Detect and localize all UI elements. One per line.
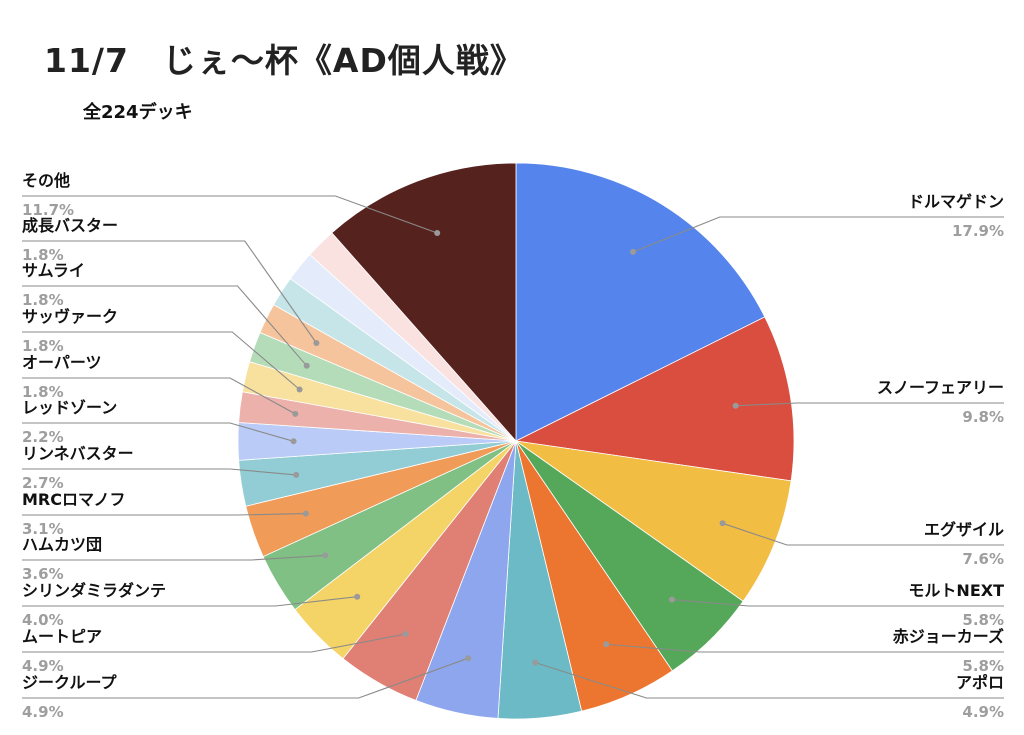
slice-label: シリンダミラダンテ <box>22 581 166 600</box>
leader-line <box>22 554 326 561</box>
slice-percent: 4.9% <box>22 703 64 721</box>
leader-dot <box>322 552 329 559</box>
slice-percent: 11.7% <box>22 201 74 219</box>
leader-line <box>671 599 1004 607</box>
slice-label: エグザイル <box>924 520 1004 539</box>
slice-label: サムライ <box>22 261 85 280</box>
slice-label: スノーフェアリー <box>877 378 1004 397</box>
leader-dot <box>302 510 309 517</box>
leader-dot <box>465 655 472 662</box>
leader-line <box>22 377 296 415</box>
slice-label: ドルマゲドン <box>908 192 1004 211</box>
leader-dot <box>402 631 409 637</box>
leader-line <box>22 633 406 653</box>
leader-line <box>22 195 438 234</box>
leader-dot <box>292 410 299 417</box>
leader-line <box>22 240 317 344</box>
leader-dot <box>303 362 310 369</box>
slice-percent: 17.9% <box>952 222 1004 240</box>
leader-line <box>22 596 358 607</box>
chart-subtitle: 全224デッキ <box>83 102 193 123</box>
slice-percent: 4.0% <box>22 611 64 629</box>
leader-line <box>22 513 306 516</box>
leader-dot <box>603 641 610 648</box>
slice-percent: 1.8% <box>22 291 64 309</box>
leader-line <box>632 216 1004 253</box>
pie-slice-2 <box>515 440 792 602</box>
leader-dot <box>630 248 636 255</box>
leader-dot <box>532 659 539 666</box>
slice-percent: 4.9% <box>962 703 1004 721</box>
slice-label: 赤ジョーカーズ <box>893 627 1004 646</box>
leader-dot <box>313 340 320 346</box>
leader-line <box>22 657 469 699</box>
leader-dot <box>732 402 739 409</box>
leader-line <box>722 522 1004 546</box>
leader-dot <box>668 596 675 603</box>
slice-label: MRCロマノフ <box>22 490 126 509</box>
slice-percent: 5.8% <box>962 657 1004 675</box>
slice-percent: 5.8% <box>962 611 1004 629</box>
leader-line <box>606 643 1004 653</box>
slice-label: その他 <box>22 171 70 190</box>
slice-percent: 2.2% <box>22 428 64 446</box>
leader-dot <box>434 230 441 236</box>
slice-percent: 4.9% <box>22 657 64 675</box>
slice-percent: 2.7% <box>22 474 64 492</box>
pie-slice-0 <box>515 162 766 442</box>
slice-label: アポロ <box>956 673 1004 692</box>
slice-label: 成長バスター <box>22 216 118 235</box>
leader-dot <box>296 386 303 393</box>
pie-slice-20 <box>331 162 517 443</box>
slice-label: リンネバスター <box>22 444 134 463</box>
slice-percent: 1.8% <box>22 246 64 264</box>
leader-dot <box>290 438 297 445</box>
leader-line <box>22 468 297 476</box>
slice-label: ハムカツ団 <box>22 535 102 554</box>
slice-label: サッヴァーク <box>22 307 118 326</box>
chart-title: 11/7 じぇ〜杯《AD個人戦》 <box>44 41 524 80</box>
slice-label: モルトNEXT <box>908 581 1004 600</box>
pie-slice-1 <box>514 316 795 482</box>
slice-label: レッドゾーン <box>22 398 117 417</box>
leader-line <box>735 402 1004 407</box>
leader-line <box>22 331 300 390</box>
leader-line <box>22 285 308 367</box>
leader-line <box>535 662 1004 699</box>
leader-dot <box>293 471 300 478</box>
slice-percent: 1.8% <box>22 383 64 401</box>
slice-percent: 1.8% <box>22 337 64 355</box>
slice-percent: 3.1% <box>22 520 64 538</box>
leader-dot <box>719 520 726 527</box>
leader-dot <box>354 593 361 600</box>
slice-label: オーパーツ <box>22 353 102 372</box>
leader-line <box>22 422 294 442</box>
pie-slices <box>237 162 795 720</box>
slice-label: ジークループ <box>22 673 118 692</box>
slice-percent: 3.6% <box>22 565 64 583</box>
slice-percent: 9.8% <box>962 408 1004 426</box>
pie-labels: その他11.7%成長バスター1.8%サムライ1.8%サッヴァーク1.8%オーパー… <box>22 171 1004 721</box>
slice-percent: 7.6% <box>962 550 1004 568</box>
slice-label: ムートピア <box>22 627 102 646</box>
